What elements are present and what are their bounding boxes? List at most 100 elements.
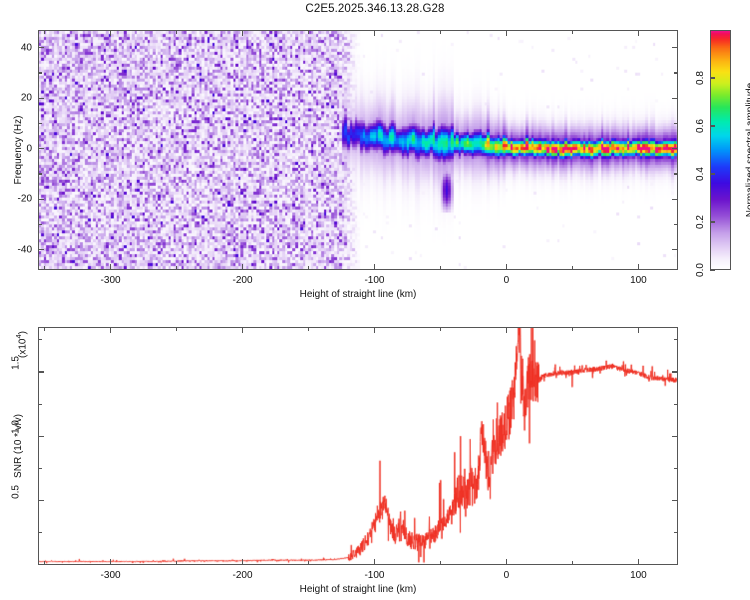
spec-ytick-minor (38, 173, 42, 175)
snr-xtick-top (505, 327, 508, 333)
spec-ytick-minor (38, 122, 42, 125)
snr-ytick-right (672, 500, 678, 502)
snr-xtick-minor (439, 327, 442, 331)
spec-ytick-label: 40 (20, 42, 32, 54)
spec-xtick-minor (175, 266, 178, 270)
snr-xtick (373, 559, 376, 565)
spec-ytick-right (672, 249, 678, 251)
colorbar-tick (710, 125, 715, 127)
snr-xtick (241, 559, 244, 565)
spec-xtick-minor (175, 30, 178, 34)
spec-ytick-right (672, 148, 678, 150)
snr-xaxis-title: Height of straight line (km) (299, 584, 417, 595)
snr-ytick-minor (674, 467, 678, 470)
spec-ytick (38, 47, 44, 49)
colorbar-tick (710, 173, 715, 175)
snr-ytick-minor (674, 403, 678, 405)
snr-ytick (38, 435, 44, 437)
snr-yaxis-title: SNR (10 * v/v) (13, 414, 24, 478)
spec-yaxis-title: Frequency (Hz) (13, 115, 24, 185)
figure-title: C2E5.2025.346.13.28.G28 (305, 3, 445, 15)
snr-xtick-minor (571, 561, 574, 565)
spec-xtick-minor (439, 266, 442, 270)
snr-ytick-right (672, 435, 678, 437)
colorbar-tick (710, 269, 715, 271)
colorbar-title: Normalized spectral amplitude (745, 82, 750, 218)
spec-xtick-top (373, 30, 376, 36)
spec-xtick (241, 264, 244, 270)
colorbar-tick-label: 0.6 (695, 119, 706, 133)
snr-xtick (505, 559, 508, 565)
snr-xtick-minor (439, 561, 442, 565)
snr-panel (38, 327, 678, 565)
spec-xtick-minor (43, 266, 46, 270)
spec-ytick-minor (38, 223, 42, 226)
snr-xtick-label: -100 (364, 570, 385, 581)
spec-ytick-minor (38, 72, 42, 74)
snr-xtick-minor (307, 561, 310, 565)
spec-xtick-minor (439, 30, 442, 34)
snr-xtick (109, 559, 112, 565)
colorbar-tick-label: 0.0 (695, 263, 706, 277)
spec-ytick-right (672, 97, 678, 99)
spectrogram-image (39, 31, 677, 269)
spec-ytick (38, 249, 44, 251)
snr-xtick-label: -200 (232, 570, 253, 581)
spec-xtick-minor (571, 30, 574, 34)
spec-xtick-label: 0 (503, 275, 510, 286)
colorbar-tick-label: 0.4 (695, 167, 706, 181)
spec-xtick (109, 264, 112, 270)
spec-ytick-label: -40 (17, 244, 32, 256)
spectrogram-panel (38, 30, 678, 270)
snr-ytick (38, 371, 44, 373)
snr-ytick-minor (38, 339, 42, 341)
spec-ytick-minor (674, 122, 678, 125)
colorbar-tick (710, 221, 715, 223)
snr-xtick-top (241, 327, 244, 333)
spec-ytick-minor (674, 223, 678, 226)
snr-xtick-minor (175, 561, 178, 565)
spec-ytick-right (672, 198, 678, 200)
snr-xtick (637, 559, 639, 565)
spec-xtick (637, 264, 639, 270)
spec-xtick-minor (307, 266, 310, 270)
snr-ytick-minor (674, 532, 678, 534)
snr-xtick-minor (175, 327, 178, 331)
snr-ytick-label: 0.5 (10, 484, 22, 499)
spec-xtick-top (241, 30, 244, 36)
spec-xaxis-title: Height of straight line (km) (299, 289, 417, 300)
snr-ytick-right (672, 371, 678, 373)
spec-xtick (505, 264, 508, 270)
spec-xtick-minor (571, 266, 574, 270)
snr-xtick-minor (43, 561, 46, 565)
snr-xtick-minor (43, 327, 46, 331)
spec-ytick (38, 148, 44, 150)
colorbar-tick (710, 77, 715, 79)
spec-xtick-label: -200 (232, 275, 253, 286)
spec-ytick-label: 0 (26, 143, 32, 155)
spec-ytick-label: -20 (17, 193, 32, 205)
snr-xtick-label: -300 (100, 570, 121, 581)
snr-xtick-minor (571, 327, 574, 331)
spec-ytick-minor (674, 72, 678, 74)
colorbar-tick-label: 0.2 (695, 215, 706, 229)
snr-trace (39, 328, 677, 564)
snr-ytick-minor (38, 467, 42, 470)
spec-xtick-top (505, 30, 508, 36)
snr-xtick-top (637, 327, 639, 333)
spec-xtick-label: 100 (630, 275, 647, 286)
colorbar-tick-label: 0.8 (695, 71, 706, 85)
spec-xtick-label: -100 (364, 275, 385, 286)
snr-xtick-top (109, 327, 112, 333)
spec-ytick-minor (674, 173, 678, 175)
spec-xtick-label: -300 (100, 275, 121, 286)
snr-xtick-label: 0 (503, 570, 510, 581)
snr-xtick-top (373, 327, 376, 333)
spec-ytick (38, 198, 44, 200)
colorbar (710, 30, 731, 270)
snr-exponent-label: (x104) (14, 331, 29, 358)
snr-ytick-minor (674, 339, 678, 341)
spec-ytick (38, 97, 44, 99)
snr-ytick-label: 1.5 (10, 356, 22, 370)
